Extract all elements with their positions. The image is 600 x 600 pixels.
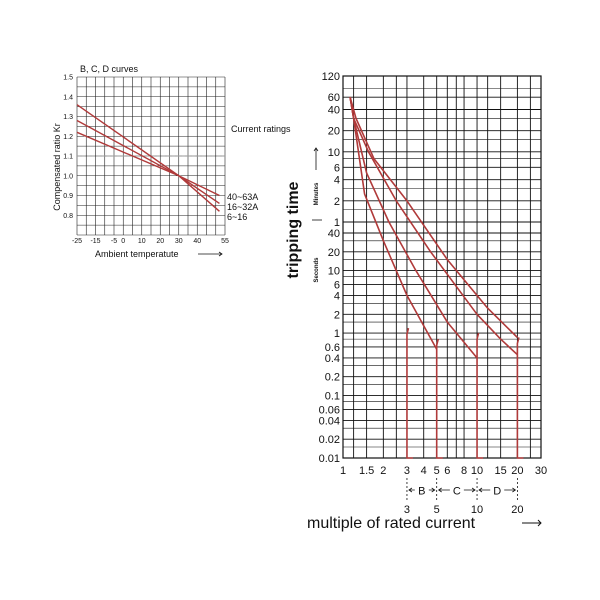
y-tick-seconds: 6 [334,279,340,291]
band-arrowhead [437,487,442,493]
band-arrowhead [431,487,436,493]
band-value: 3 [404,504,410,516]
current-bands: 3 5 10 20 B C D [404,478,524,516]
instant-trip-line [516,337,524,459]
left-y-tick: 1.1 [63,154,73,161]
band-label-bg [490,483,505,497]
left-y-tick: 1.2 [63,134,73,141]
instant-trip-line [406,327,413,459]
seconds-label: Seconds [314,257,320,283]
y-tick-minutes: 10 [328,147,340,159]
ylabel-arrowhead [313,147,319,152]
band-arrowhead [512,487,517,493]
left-chart-ticks: 1.5 1.4 1.3 1.2 1.1 1.0 0.9 0.8 -25 -15 -5 0 10 20 30 4… [63,75,229,246]
left-chart-lines [76,104,220,212]
left-y-tick: 0.8 [63,213,73,220]
x-tick: 8 [461,465,467,477]
band-arrowhead [408,487,413,493]
y-tick-seconds: 0.04 [319,415,340,427]
x-tick: 6 [444,465,450,477]
left-xlabel-arrowhead [218,251,223,257]
y-tick-seconds: 1 [334,328,340,340]
left-y-tick: 1.4 [63,94,73,101]
left-x-tick: 10 [138,238,146,245]
band-label-bg [449,483,464,497]
y-tick-minutes: 60 [328,92,340,104]
trip-curve-D [349,96,518,356]
legend-title: Current ratings [231,124,291,134]
y-tick-minutes: 20 [328,126,340,138]
left-x-tick: -5 [111,238,117,245]
left-chart-ylabel: Compensated ratio Kr [52,123,62,211]
y-tick-minutes: 4 [334,175,340,187]
x-tick: 1 [340,465,346,477]
left-y-tick: 1.5 [63,75,73,82]
y-tick-minutes: 2 [334,196,340,208]
band-arrowhead [478,487,483,493]
y-tick-minutes: 40 [328,105,340,117]
y-tick-seconds: 4 [334,290,340,302]
y-tick-seconds: 0.06 [319,404,340,416]
band-arrowhead [471,487,476,493]
left-x-tick: 55 [221,238,229,245]
x-tick: 30 [535,465,547,477]
left-x-tick: 20 [156,238,164,245]
instant-trip-line [476,332,484,459]
legend-16-32a: 16~32A [227,202,258,212]
instant-trip-line [435,338,443,459]
y-tick-seconds: 0.1 [325,391,340,403]
band-label: C [453,486,461,498]
x-tick: 3 [404,465,410,477]
left-y-tick: 1.3 [63,114,73,121]
left-x-tick: 0 [121,238,125,245]
legend-6-16: 6~16 [227,212,247,222]
legend-40-63a: 40~63A [227,192,258,202]
left-y-tick: 1.0 [63,173,73,180]
left-chart-title: B, C, D curves [80,64,139,74]
x-tick: 10 [471,465,483,477]
right-chart-xlabel: multiple of rated current [307,515,476,532]
y-tick-seconds: 2 [334,309,340,321]
x-tick: 20 [511,465,523,477]
x-tick: 2 [380,465,386,477]
y-tick-minutes: 6 [334,162,340,174]
left-x-tick: -15 [90,238,100,245]
x-tick: 5 [434,465,440,477]
xlabel-arrowhead [537,519,542,527]
left-chart-grid [76,76,226,236]
right-chart-ticks: 12060402010642140201064210.60.40.20.10.0… [319,71,548,477]
right-chart-grid [342,75,542,459]
y-tick-seconds: 0.01 [319,453,340,465]
left-chart-xlabel: Ambient temperatute [95,249,179,259]
band-label: D [493,486,501,498]
right-chart-ylabel: tripping time [285,181,302,278]
y-tick-seconds: 0.6 [325,342,340,354]
x-tick: 15 [495,465,507,477]
band-value: 5 [434,504,440,516]
left-x-tick: 40 [193,238,201,245]
y-tick-seconds: 10 [328,266,340,278]
x-tick: 4 [421,465,427,477]
trip-curve-extra [349,96,518,339]
band-value: 10 [471,504,483,516]
left-y-tick: 0.9 [63,193,73,200]
y-tick-seconds: 0.4 [325,353,340,365]
y-tick-minutes: 1 [334,217,340,229]
y-tick-seconds: 20 [328,247,340,259]
band-value: 20 [511,504,523,516]
y-tick-minutes: 120 [322,71,340,83]
kr-line-6~16 [76,131,220,212]
y-tick-seconds: 0.2 [325,372,340,384]
y-tick-seconds: 0.02 [319,434,340,446]
left-x-tick: 30 [175,238,183,245]
x-tick: 1.5 [359,465,374,477]
y-tick-seconds: 40 [328,228,340,240]
band-label: B [418,486,425,498]
right-chart-curves [349,96,524,459]
band-label-bg [414,483,429,497]
left-x-tick: -25 [72,238,82,245]
minutes-label: Minutes [314,182,320,205]
